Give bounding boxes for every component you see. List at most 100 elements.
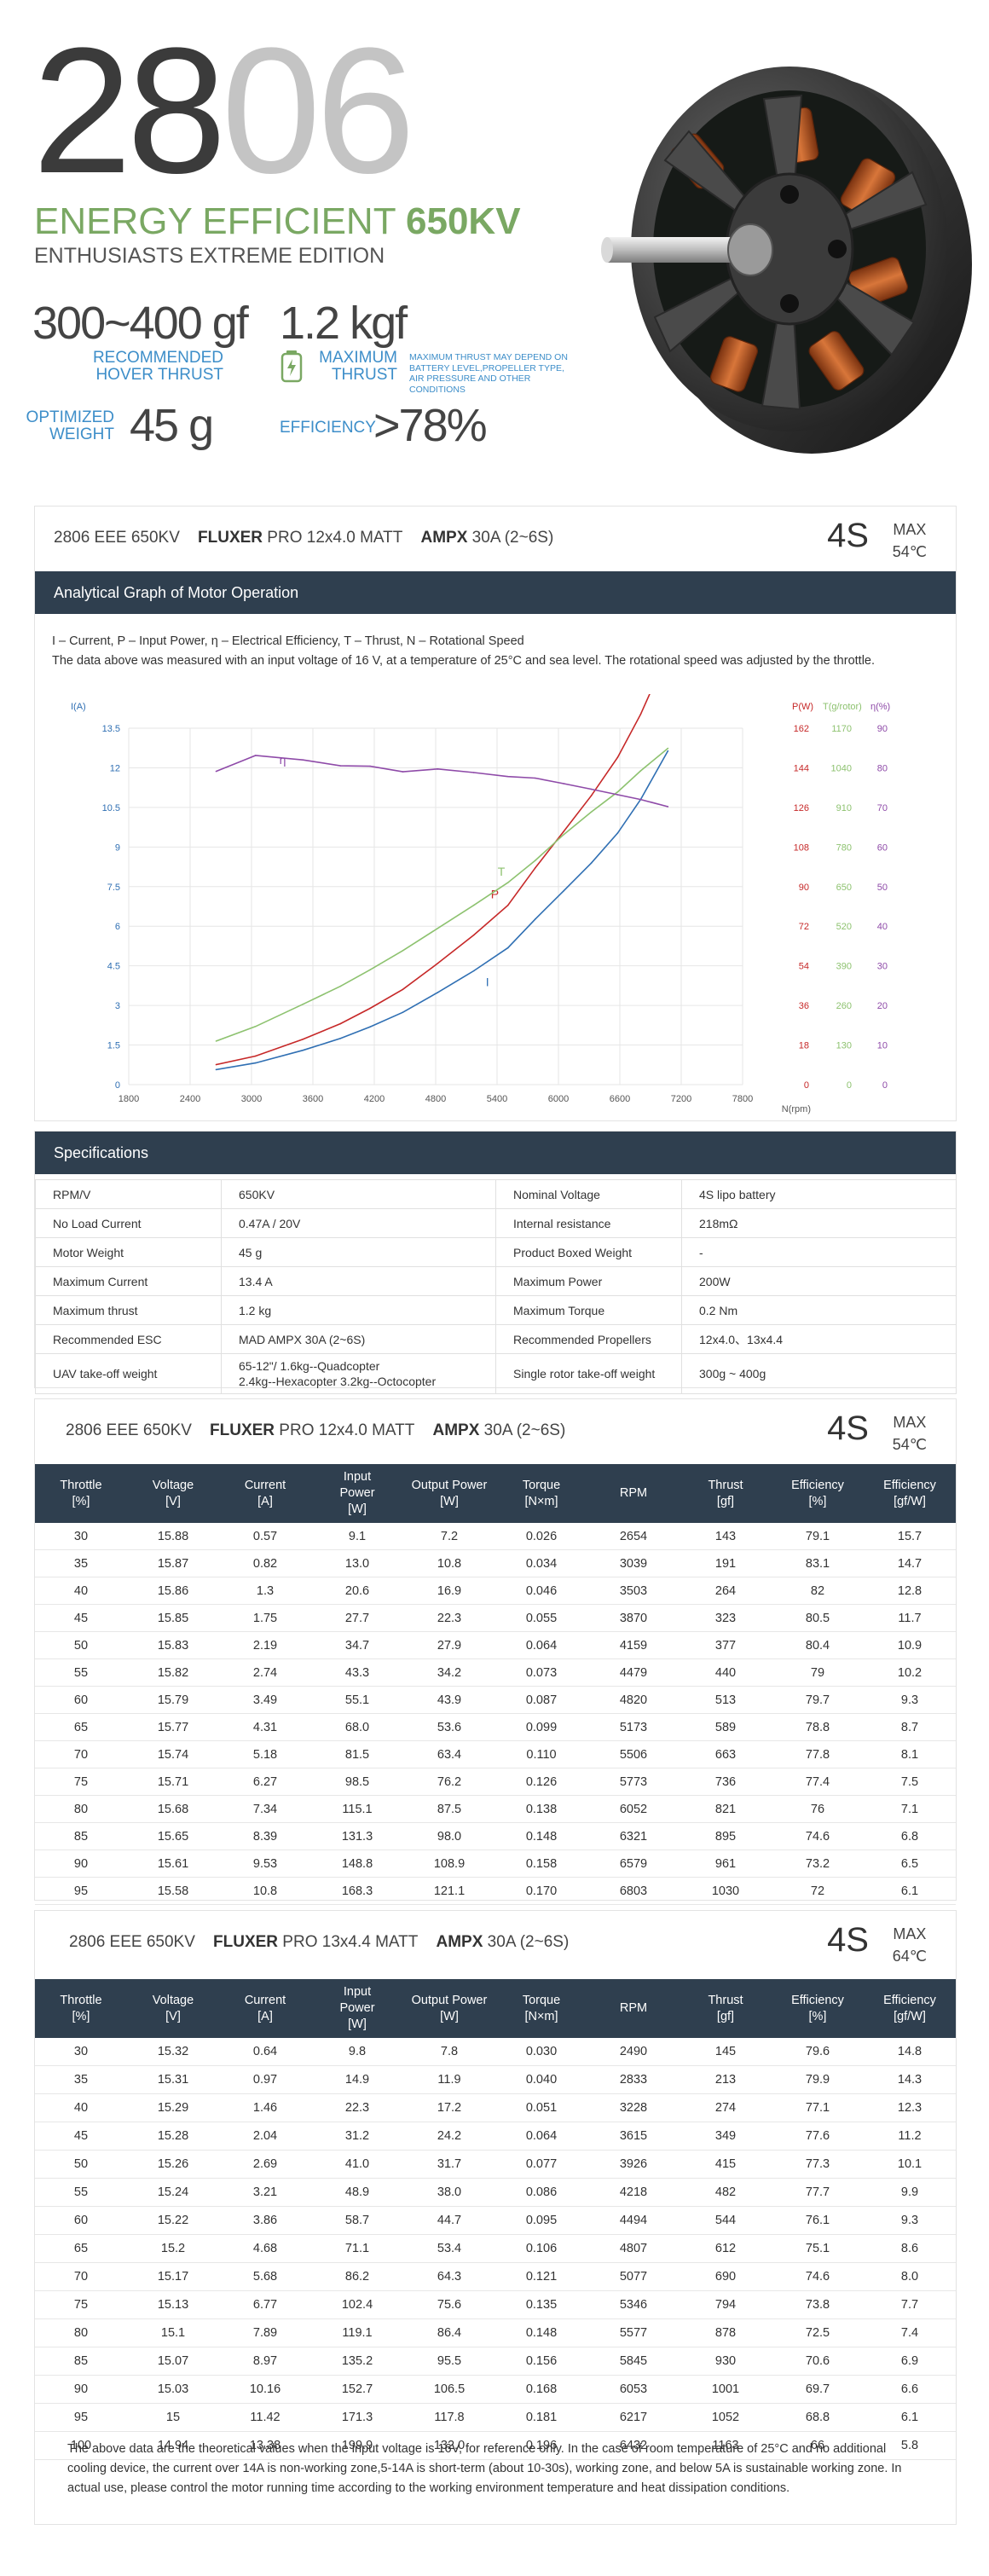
table-cell: 15.88 bbox=[127, 1523, 219, 1550]
series-line-current bbox=[216, 750, 669, 1071]
table-cell: 15.83 bbox=[127, 1631, 219, 1659]
table-cell: 1030 bbox=[680, 1877, 772, 1905]
combo1-table-esc-brand: AMPX bbox=[432, 1421, 480, 1439]
max-thrust-note-1: MAXIMUM THRUST MAY DEPEND ON bbox=[409, 352, 568, 362]
x-tick-label: 7200 bbox=[671, 1094, 691, 1104]
table-cell: 35 bbox=[35, 1549, 127, 1577]
table-cell: 8.97 bbox=[219, 2347, 311, 2376]
graph-description: I – Current, P – Input Power, η – Electr… bbox=[52, 632, 939, 671]
thrust-tick-label: 780 bbox=[836, 842, 852, 853]
column-header: RPM bbox=[587, 1464, 680, 1523]
table-cell: 72 bbox=[772, 1877, 864, 1905]
table-cell: 74.6 bbox=[772, 2262, 864, 2291]
table-cell: 35 bbox=[35, 2065, 127, 2094]
table-cell: 143 bbox=[680, 1523, 772, 1550]
table-row: 70 15.17 5.68 86.2 64.3 0.121 5077 690 74.6 8.0 bbox=[35, 2262, 956, 2291]
table-row: 35 15.87 0.82 13.0 10.8 0.034 3039 191 83.1 14.7 bbox=[35, 1549, 956, 1577]
data-point-efficiency bbox=[437, 768, 439, 770]
table-cell: 31.2 bbox=[311, 2122, 403, 2151]
table-cell: 15.74 bbox=[127, 1740, 219, 1768]
table-cell: 76 bbox=[772, 1795, 864, 1823]
table-cell: 145 bbox=[680, 2038, 772, 2066]
combo1-table-motor: 2806 EEE 650KV bbox=[66, 1421, 192, 1439]
table-cell: 16.9 bbox=[403, 1577, 495, 1605]
table-cell: 77.1 bbox=[772, 2093, 864, 2122]
table-cell: 3.86 bbox=[219, 2206, 311, 2235]
spec-cell: Nominal Voltage bbox=[495, 1179, 682, 1209]
table-row: 90 15.61 9.53 148.8 108.9 0.158 6579 961 73.2 6.5 bbox=[35, 1850, 956, 1878]
table-cell: 73.2 bbox=[772, 1850, 864, 1878]
efficiency-tick-label: 50 bbox=[877, 883, 888, 893]
table-cell: 34.2 bbox=[403, 1658, 495, 1687]
table-cell: 15 bbox=[127, 2403, 219, 2432]
table-cell: 48.9 bbox=[311, 2178, 403, 2207]
data-point-power bbox=[302, 1039, 304, 1040]
efficiency-axis-label: η(%) bbox=[870, 702, 890, 712]
table-cell: 12.3 bbox=[864, 2093, 956, 2122]
table-cell: 6579 bbox=[587, 1850, 680, 1878]
series-label-thrust: T bbox=[498, 865, 506, 878]
table-cell: 961 bbox=[680, 1850, 772, 1878]
table-cell: 6.6 bbox=[864, 2375, 956, 2404]
table-cell: 10.8 bbox=[219, 1877, 311, 1905]
table-cell: 64.3 bbox=[403, 2262, 495, 2291]
table-cell: 690 bbox=[680, 2262, 772, 2291]
data-point-thrust bbox=[437, 927, 439, 929]
table-cell: 66 bbox=[772, 2431, 864, 2460]
data-point-current bbox=[506, 946, 509, 949]
table-cell: 415 bbox=[680, 2150, 772, 2179]
table-cell: 15.87 bbox=[127, 1549, 219, 1577]
table-cell: 10.16 bbox=[219, 2375, 311, 2404]
column-header: Current [A] bbox=[219, 1464, 311, 1523]
table-cell: 68.8 bbox=[772, 2403, 864, 2432]
power-tick-label: 0 bbox=[804, 1080, 809, 1091]
graph-condition-line: The data above was measured with an inpu… bbox=[52, 654, 876, 668]
hover-thrust-label-2: HOVER THRUST bbox=[95, 365, 223, 384]
table-cell: 50 bbox=[35, 1631, 127, 1659]
spec-cell: Motor Weight bbox=[35, 1237, 222, 1267]
spec-cell: RPM/V bbox=[35, 1179, 222, 1209]
table-cell: 22.3 bbox=[311, 2093, 403, 2122]
efficiency-tick-label: 30 bbox=[877, 962, 888, 972]
table-cell: 108.9 bbox=[403, 1850, 495, 1878]
max-thrust-note-2: BATTERY LEVEL,PROPELLER TYPE, bbox=[409, 362, 564, 373]
combo2-prop-brand: FLUXER bbox=[213, 1933, 279, 1951]
table-cell: 6.1 bbox=[864, 1877, 956, 1905]
table-cell: 83.1 bbox=[772, 1549, 864, 1577]
combo1-description: 2806 EEE 650KV FLUXER PRO 12x4.0 MATT AM… bbox=[54, 529, 553, 547]
table-cell: 4494 bbox=[587, 2206, 680, 2235]
data-point-power bbox=[369, 1007, 371, 1010]
table-cell: 15.22 bbox=[127, 2206, 219, 2235]
table-cell: 9.3 bbox=[864, 2206, 956, 2235]
efficiency-value: >78% bbox=[373, 400, 488, 451]
column-header: Efficiency [gf/W] bbox=[864, 1979, 956, 2038]
table-cell: 43.9 bbox=[403, 1686, 495, 1714]
table-cell: 6.1 bbox=[864, 2403, 956, 2432]
table-cell: 0.110 bbox=[495, 1740, 587, 1768]
battery-icon bbox=[278, 350, 305, 384]
table-cell: 930 bbox=[680, 2347, 772, 2376]
table-cell: 6432 bbox=[587, 2431, 680, 2460]
max-thrust-value: 1.2 kgf bbox=[280, 298, 408, 349]
table-cell: 78.8 bbox=[772, 1713, 864, 1741]
table-cell: 0.086 bbox=[495, 2178, 587, 2207]
table-cell: 15.61 bbox=[127, 1850, 219, 1878]
data-point-current bbox=[534, 918, 536, 920]
table-cell: 11.2 bbox=[864, 2122, 956, 2151]
table-cell: 77.6 bbox=[772, 2122, 864, 2151]
table-cell: 70.6 bbox=[772, 2347, 864, 2376]
table-cell: 5346 bbox=[587, 2290, 680, 2319]
table-cell: 31.7 bbox=[403, 2150, 495, 2179]
power-tick-label: 54 bbox=[799, 962, 809, 972]
x-tick-label: 1800 bbox=[119, 1094, 139, 1104]
table-cell: 0.030 bbox=[495, 2038, 587, 2066]
data-point-power bbox=[254, 1055, 257, 1057]
table-cell: 13.38 bbox=[219, 2431, 311, 2460]
table-cell: 5506 bbox=[587, 1740, 680, 1768]
data-point-current bbox=[302, 1049, 304, 1051]
data-point-efficiency bbox=[667, 806, 669, 808]
tagline-prefix: ENERGY EFFICIENT bbox=[34, 200, 407, 242]
table-cell: 0.148 bbox=[495, 1822, 587, 1850]
table-cell: 81.5 bbox=[311, 1740, 403, 1768]
table-cell: 98.5 bbox=[311, 1768, 403, 1796]
